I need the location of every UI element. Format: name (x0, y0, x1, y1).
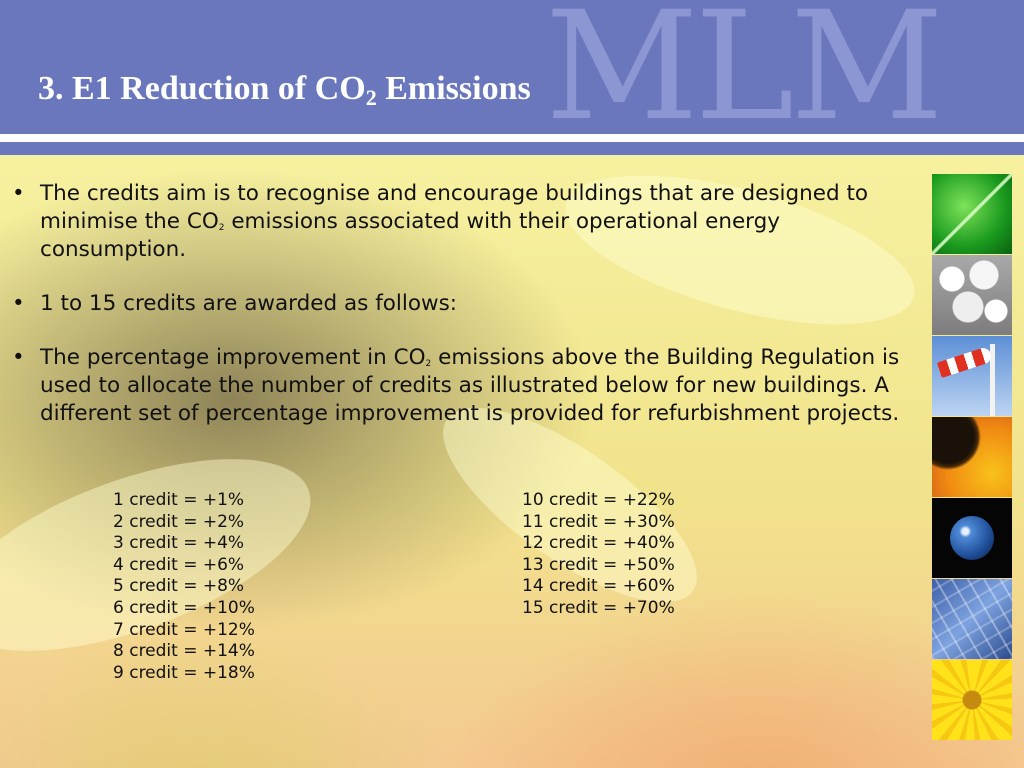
windsock-image (932, 336, 1012, 416)
credit-row: 13 credit = +50% (522, 554, 675, 575)
bullet-glyph: • (12, 291, 25, 316)
solar-panel-image (932, 579, 1012, 659)
bullet-text: The credits aim is to recognise and enco… (40, 181, 869, 234)
bullet-glyph: • (12, 345, 25, 370)
credits-column-left: 1 credit = +1% 2 credit = +2% 3 credit =… (113, 490, 255, 684)
title-text-end: Emissions (376, 70, 531, 107)
credit-row: 2 credit = +2% (113, 511, 245, 532)
credit-row: 6 credit = +10% (113, 597, 255, 618)
title-text: 3. E1 Reduction of CO (38, 70, 366, 107)
header-stripe (0, 142, 1024, 155)
sunflower-image (932, 417, 1012, 497)
header-divider (0, 134, 1024, 142)
credit-row: 7 credit = +12% (113, 619, 255, 640)
bullet-list: • The credits aim is to recognise and en… (12, 180, 902, 454)
bullet-item: • The percentage improvement in CO2 emis… (12, 344, 902, 428)
bullet-text: emissions above the Building Regulation … (40, 345, 900, 426)
title-subscript: 2 (365, 85, 377, 110)
mlm-watermark: MLM (545, 0, 944, 134)
bullet-text: emissions associated with their operatio… (40, 209, 781, 262)
slide-title: 3. E1 Reduction of CO2 Emissions (38, 70, 531, 109)
credit-row: 3 credit = +4% (113, 533, 245, 554)
light-bulbs-image (932, 255, 1012, 335)
credit-row: 15 credit = +70% (522, 597, 675, 618)
credit-row: 5 credit = +8% (113, 576, 245, 597)
credit-row: 9 credit = +18% (113, 662, 255, 683)
credit-row: 8 credit = +14% (113, 641, 255, 662)
credit-row: 11 credit = +30% (522, 511, 675, 532)
sunflower-background (0, 150, 1024, 768)
bullet-text: 1 to 15 credits are awarded as follows: (40, 291, 458, 316)
earth-image (932, 498, 1012, 578)
co2-subscript: 2 (218, 223, 225, 233)
image-strip (932, 174, 1012, 740)
credit-row: 1 credit = +1% (113, 490, 245, 510)
title-bar: MLM 3. E1 Reduction of CO2 Emissions (0, 0, 1024, 134)
bullet-text: The percentage improvement in CO (40, 345, 426, 370)
leaf-image (932, 174, 1012, 254)
bullet-item: • 1 to 15 credits are awarded as follows… (12, 290, 902, 318)
credit-row: 14 credit = +60% (522, 576, 675, 597)
credit-row: 12 credit = +40% (522, 533, 675, 554)
bullet-glyph: • (12, 181, 25, 206)
bullet-item: • The credits aim is to recognise and en… (12, 180, 902, 264)
credits-column-right: 10 credit = +22% 11 credit = +30% 12 cre… (522, 490, 675, 620)
credit-row: 4 credit = +6% (113, 554, 245, 575)
credit-row: 10 credit = +22% (522, 490, 675, 510)
daisy-image (932, 660, 1012, 740)
co2-subscript: 2 (425, 359, 432, 369)
